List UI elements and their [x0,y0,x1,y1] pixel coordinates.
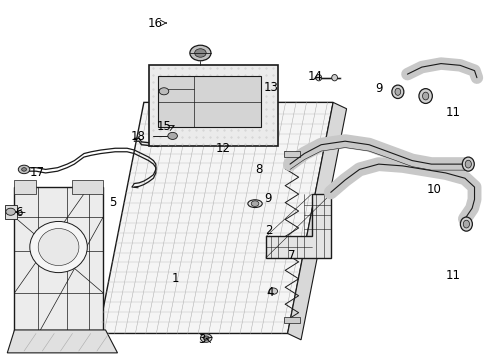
Bar [284,316,299,323]
Ellipse shape [418,89,431,103]
Circle shape [6,208,16,215]
Circle shape [268,288,277,294]
Text: 14: 14 [307,70,322,83]
Text: 11: 11 [445,106,460,119]
Ellipse shape [391,85,403,99]
Ellipse shape [461,157,473,171]
Ellipse shape [38,229,79,266]
Text: 17: 17 [30,166,45,179]
Text: 4: 4 [265,286,273,299]
Circle shape [200,334,211,342]
Text: 6: 6 [16,206,23,219]
Circle shape [251,201,258,207]
Ellipse shape [464,160,470,168]
Text: 15: 15 [156,120,171,133]
Polygon shape [72,180,103,194]
Text: 11: 11 [445,269,460,282]
Polygon shape [7,330,117,353]
Polygon shape [98,102,332,333]
Polygon shape [15,187,103,333]
Text: 18: 18 [130,130,145,143]
Text: 10: 10 [426,183,440,196]
Text: 5: 5 [109,197,116,210]
Ellipse shape [30,221,87,273]
Text: 9: 9 [264,192,272,205]
Circle shape [18,165,30,174]
Ellipse shape [315,75,321,81]
Polygon shape [158,76,261,127]
Text: 9: 9 [374,82,382,95]
Ellipse shape [422,92,428,100]
Circle shape [194,49,206,57]
Text: 12: 12 [215,143,230,156]
Circle shape [189,45,210,61]
Text: 1: 1 [171,272,179,285]
Ellipse shape [459,217,471,231]
Circle shape [203,336,208,340]
Ellipse shape [247,200,262,207]
Text: 13: 13 [264,81,278,94]
Polygon shape [265,194,330,258]
Text: 3: 3 [197,333,204,346]
Polygon shape [5,205,17,219]
Text: 2: 2 [264,224,272,237]
Ellipse shape [331,75,337,81]
Text: 16: 16 [147,17,162,30]
Polygon shape [15,180,36,194]
Circle shape [167,132,177,139]
Bar [284,151,299,157]
Ellipse shape [462,220,468,228]
Text: 8: 8 [255,163,262,176]
Ellipse shape [394,88,400,95]
Circle shape [159,88,168,95]
Polygon shape [287,102,346,340]
Bar [148,66,278,147]
Text: 7: 7 [287,249,295,262]
Circle shape [21,168,26,171]
